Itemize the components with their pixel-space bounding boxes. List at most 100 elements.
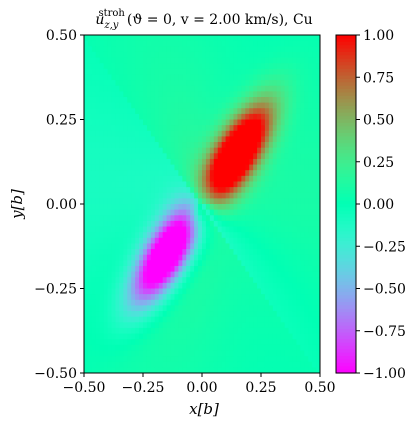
heatmap-cell bbox=[162, 254, 168, 261]
heatmap-cell bbox=[217, 356, 223, 363]
heatmap-cell bbox=[241, 130, 246, 137]
heatmap-cell bbox=[225, 35, 231, 42]
heatmap-cell bbox=[95, 327, 101, 335]
heatmap-cell bbox=[316, 243, 320, 250]
heatmap-cell bbox=[127, 333, 132, 340]
heatmap-cell bbox=[178, 277, 183, 284]
heatmap-cell bbox=[209, 96, 215, 104]
heatmap-cell bbox=[261, 260, 266, 267]
heatmap-cell bbox=[221, 322, 227, 329]
heatmap-cell bbox=[276, 85, 282, 92]
heatmap-cell bbox=[205, 198, 211, 205]
heatmap-cell bbox=[131, 153, 136, 160]
heatmap-cell bbox=[95, 215, 101, 222]
heatmap-cell bbox=[257, 175, 262, 183]
heatmap-cell bbox=[131, 136, 136, 143]
heatmap-cell bbox=[257, 265, 262, 273]
heatmap-cell bbox=[91, 294, 97, 301]
heatmap-cell bbox=[261, 249, 266, 256]
heatmap-cell bbox=[308, 322, 313, 329]
heatmap-cell bbox=[308, 311, 313, 318]
heatmap-cell bbox=[166, 305, 172, 312]
heatmap-cell bbox=[205, 85, 211, 92]
heatmap-cell bbox=[91, 260, 97, 267]
heatmap-cell bbox=[182, 125, 187, 132]
heatmap-cell bbox=[221, 254, 227, 261]
heatmap-cell bbox=[91, 68, 97, 76]
heatmap-cell bbox=[178, 187, 183, 194]
heatmap-cell bbox=[312, 226, 317, 233]
heatmap-cell bbox=[209, 108, 215, 115]
heatmap-cell bbox=[194, 220, 199, 228]
heatmap-cell bbox=[162, 35, 168, 42]
heatmap-cell bbox=[249, 299, 254, 306]
y-tick-label: −0.25 bbox=[34, 282, 77, 298]
heatmap-cell bbox=[91, 187, 97, 194]
heatmap-cell bbox=[131, 85, 136, 92]
heatmap-cell bbox=[115, 80, 120, 87]
heatmap-cell bbox=[154, 344, 160, 352]
heatmap-cell bbox=[150, 147, 156, 154]
heatmap-cell bbox=[103, 277, 109, 284]
heatmap-cell bbox=[253, 237, 258, 245]
heatmap-cell bbox=[143, 299, 148, 306]
heatmap-cell bbox=[288, 316, 294, 323]
heatmap-cell bbox=[280, 147, 286, 154]
heatmap-cell bbox=[304, 367, 309, 373]
heatmap-cell bbox=[308, 181, 313, 188]
heatmap-cell bbox=[241, 249, 246, 256]
heatmap-cell bbox=[264, 187, 270, 194]
heatmap-cell bbox=[280, 85, 286, 92]
heatmap-cell bbox=[91, 113, 97, 121]
heatmap-cell bbox=[84, 147, 89, 154]
heatmap-cell bbox=[249, 367, 254, 373]
heatmap-cell bbox=[237, 344, 242, 352]
heatmap-cell bbox=[261, 119, 266, 126]
heatmap-cell bbox=[261, 74, 266, 81]
heatmap-cell bbox=[99, 153, 105, 160]
heatmap-cell bbox=[300, 35, 305, 42]
heatmap-cell bbox=[119, 316, 124, 323]
heatmap-cell bbox=[87, 46, 93, 53]
heatmap-cell bbox=[304, 158, 309, 166]
heatmap-cell bbox=[170, 344, 176, 352]
heatmap-cell bbox=[135, 316, 140, 323]
heatmap-cell bbox=[229, 85, 235, 92]
heatmap-cell bbox=[202, 142, 207, 149]
heatmap-cell bbox=[150, 305, 156, 312]
heatmap-cell bbox=[292, 96, 297, 104]
heatmap-cell bbox=[146, 158, 152, 166]
heatmap-cell bbox=[186, 344, 191, 352]
heatmap-cell bbox=[202, 164, 207, 171]
heatmap-cell bbox=[84, 271, 89, 278]
colorbar-segment bbox=[336, 217, 356, 222]
heatmap-cell bbox=[198, 63, 203, 70]
heatmap-cell bbox=[280, 74, 286, 81]
heatmap-cell bbox=[272, 265, 278, 273]
heatmap-cell bbox=[316, 311, 320, 318]
heatmap-cell bbox=[170, 294, 176, 301]
heatmap-cell bbox=[158, 51, 164, 59]
heatmap-cell bbox=[87, 108, 93, 115]
heatmap-cell bbox=[237, 164, 242, 171]
heatmap-cell bbox=[103, 243, 109, 250]
heatmap-cell bbox=[272, 125, 278, 132]
heatmap-cell bbox=[198, 181, 203, 188]
heatmap-cell bbox=[146, 327, 152, 335]
heatmap-cell bbox=[178, 108, 183, 115]
heatmap-cell bbox=[284, 187, 290, 194]
heatmap-cell bbox=[225, 215, 231, 222]
heatmap-cell bbox=[84, 367, 89, 373]
heatmap-cell bbox=[253, 130, 258, 137]
heatmap-cell bbox=[154, 119, 160, 126]
heatmap-cell bbox=[139, 35, 144, 42]
heatmap-cell bbox=[135, 198, 140, 205]
heatmap-cell bbox=[292, 198, 297, 205]
heatmap-cell bbox=[107, 249, 113, 256]
heatmap-cell bbox=[119, 322, 124, 329]
heatmap-cell bbox=[190, 305, 195, 312]
heatmap-cell bbox=[209, 327, 215, 335]
heatmap-cell bbox=[272, 119, 278, 126]
colorbar-segment bbox=[336, 335, 356, 340]
heatmap-cell bbox=[268, 153, 274, 160]
